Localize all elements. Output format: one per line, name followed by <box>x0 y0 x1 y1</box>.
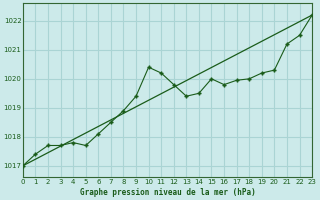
X-axis label: Graphe pression niveau de la mer (hPa): Graphe pression niveau de la mer (hPa) <box>80 188 255 197</box>
